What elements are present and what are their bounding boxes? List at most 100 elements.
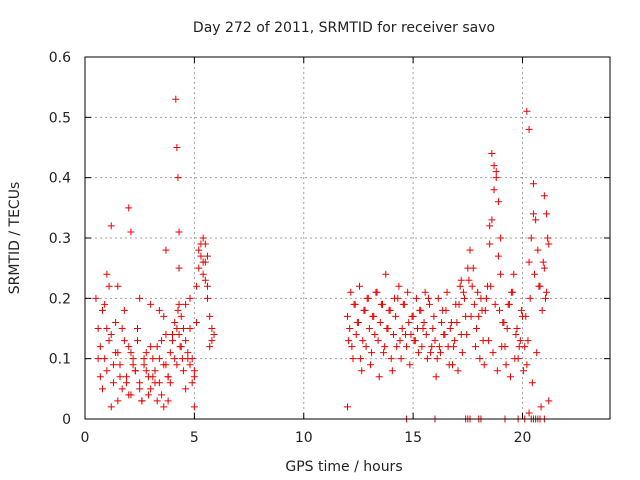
data-point [485,337,493,345]
data-point [545,397,553,405]
data-point [347,288,355,296]
data-point [422,331,430,339]
data-point [204,252,211,260]
data-point [174,174,182,182]
data-point [112,349,120,357]
data-point [193,282,201,290]
data-point [492,174,500,182]
data-point [109,379,117,387]
data-point [129,355,137,363]
data-point [123,379,131,387]
data-point [103,325,111,332]
data-point [539,258,547,266]
x-tick-label: 0 [81,430,90,446]
data-point [454,367,462,375]
data-point [421,288,429,296]
data-point [182,300,190,308]
data-point [459,288,467,296]
data-point [140,361,148,369]
data-point [125,343,133,351]
data-point [520,367,528,375]
data-point [441,331,449,339]
data-point [447,318,455,326]
data-point [488,150,496,158]
data-point [532,216,540,224]
data-point [451,337,459,345]
data-point [103,367,111,375]
data-point [525,409,533,417]
data-point [162,331,170,339]
data-point [387,355,395,363]
data-point [210,331,218,339]
data-point [428,343,436,351]
data-point [96,373,104,381]
data-point [201,240,209,248]
data-point [486,222,494,230]
data-point [201,276,209,284]
data-point [134,325,141,332]
data-point [204,294,211,302]
data-point [529,210,537,218]
data-point [438,318,446,326]
data-point [118,385,126,393]
data-point [426,300,434,308]
data-point [500,318,508,326]
tick-labels: 0 5 10 15 20 0 0.1 0.2 0.3 0.4 0.5 0.6 [49,50,532,446]
data-point [431,337,439,345]
x-tick-label: 15 [404,430,422,446]
data-point [396,337,404,345]
data-point [155,355,163,363]
data-point [466,246,474,254]
data-point [149,355,157,363]
data-point [526,294,534,302]
data-point [525,125,533,133]
data-point [408,312,416,320]
data-point [516,337,524,345]
data-point [427,349,435,357]
data-point [175,228,183,236]
data-point [432,373,440,381]
data-point [184,355,192,363]
data-point [136,379,144,387]
data-point [515,343,523,351]
data-point [457,276,465,284]
data-point [398,325,406,332]
data-point [527,234,535,242]
data-point [144,391,152,399]
data-point [179,325,187,332]
data-point [177,312,185,320]
data-point [388,367,396,375]
data-point [366,361,374,369]
data-point [208,325,216,332]
data-point [371,331,379,339]
data-point [506,373,514,381]
data-point [190,373,198,381]
data-point [544,234,552,242]
data-point [175,331,183,339]
data-points [92,95,553,423]
data-point [490,162,498,170]
data-point [446,325,454,332]
data-point [179,367,187,375]
data-point [458,349,466,357]
data-point [424,294,432,302]
data-point [418,343,426,351]
data-point [386,306,394,314]
data-point [188,379,196,387]
data-point [493,367,501,375]
data-point [461,294,469,302]
data-point [208,337,216,345]
data-point [528,379,536,387]
data-point [131,367,139,375]
data-point [173,361,181,369]
data-point [543,288,551,296]
data-point [404,288,412,296]
data-point [166,379,174,387]
data-point [470,300,478,308]
data-point [487,282,495,290]
data-point [358,367,366,375]
data-point [543,210,551,218]
y-tick-label: 0.2 [49,291,71,307]
data-point [94,355,102,363]
